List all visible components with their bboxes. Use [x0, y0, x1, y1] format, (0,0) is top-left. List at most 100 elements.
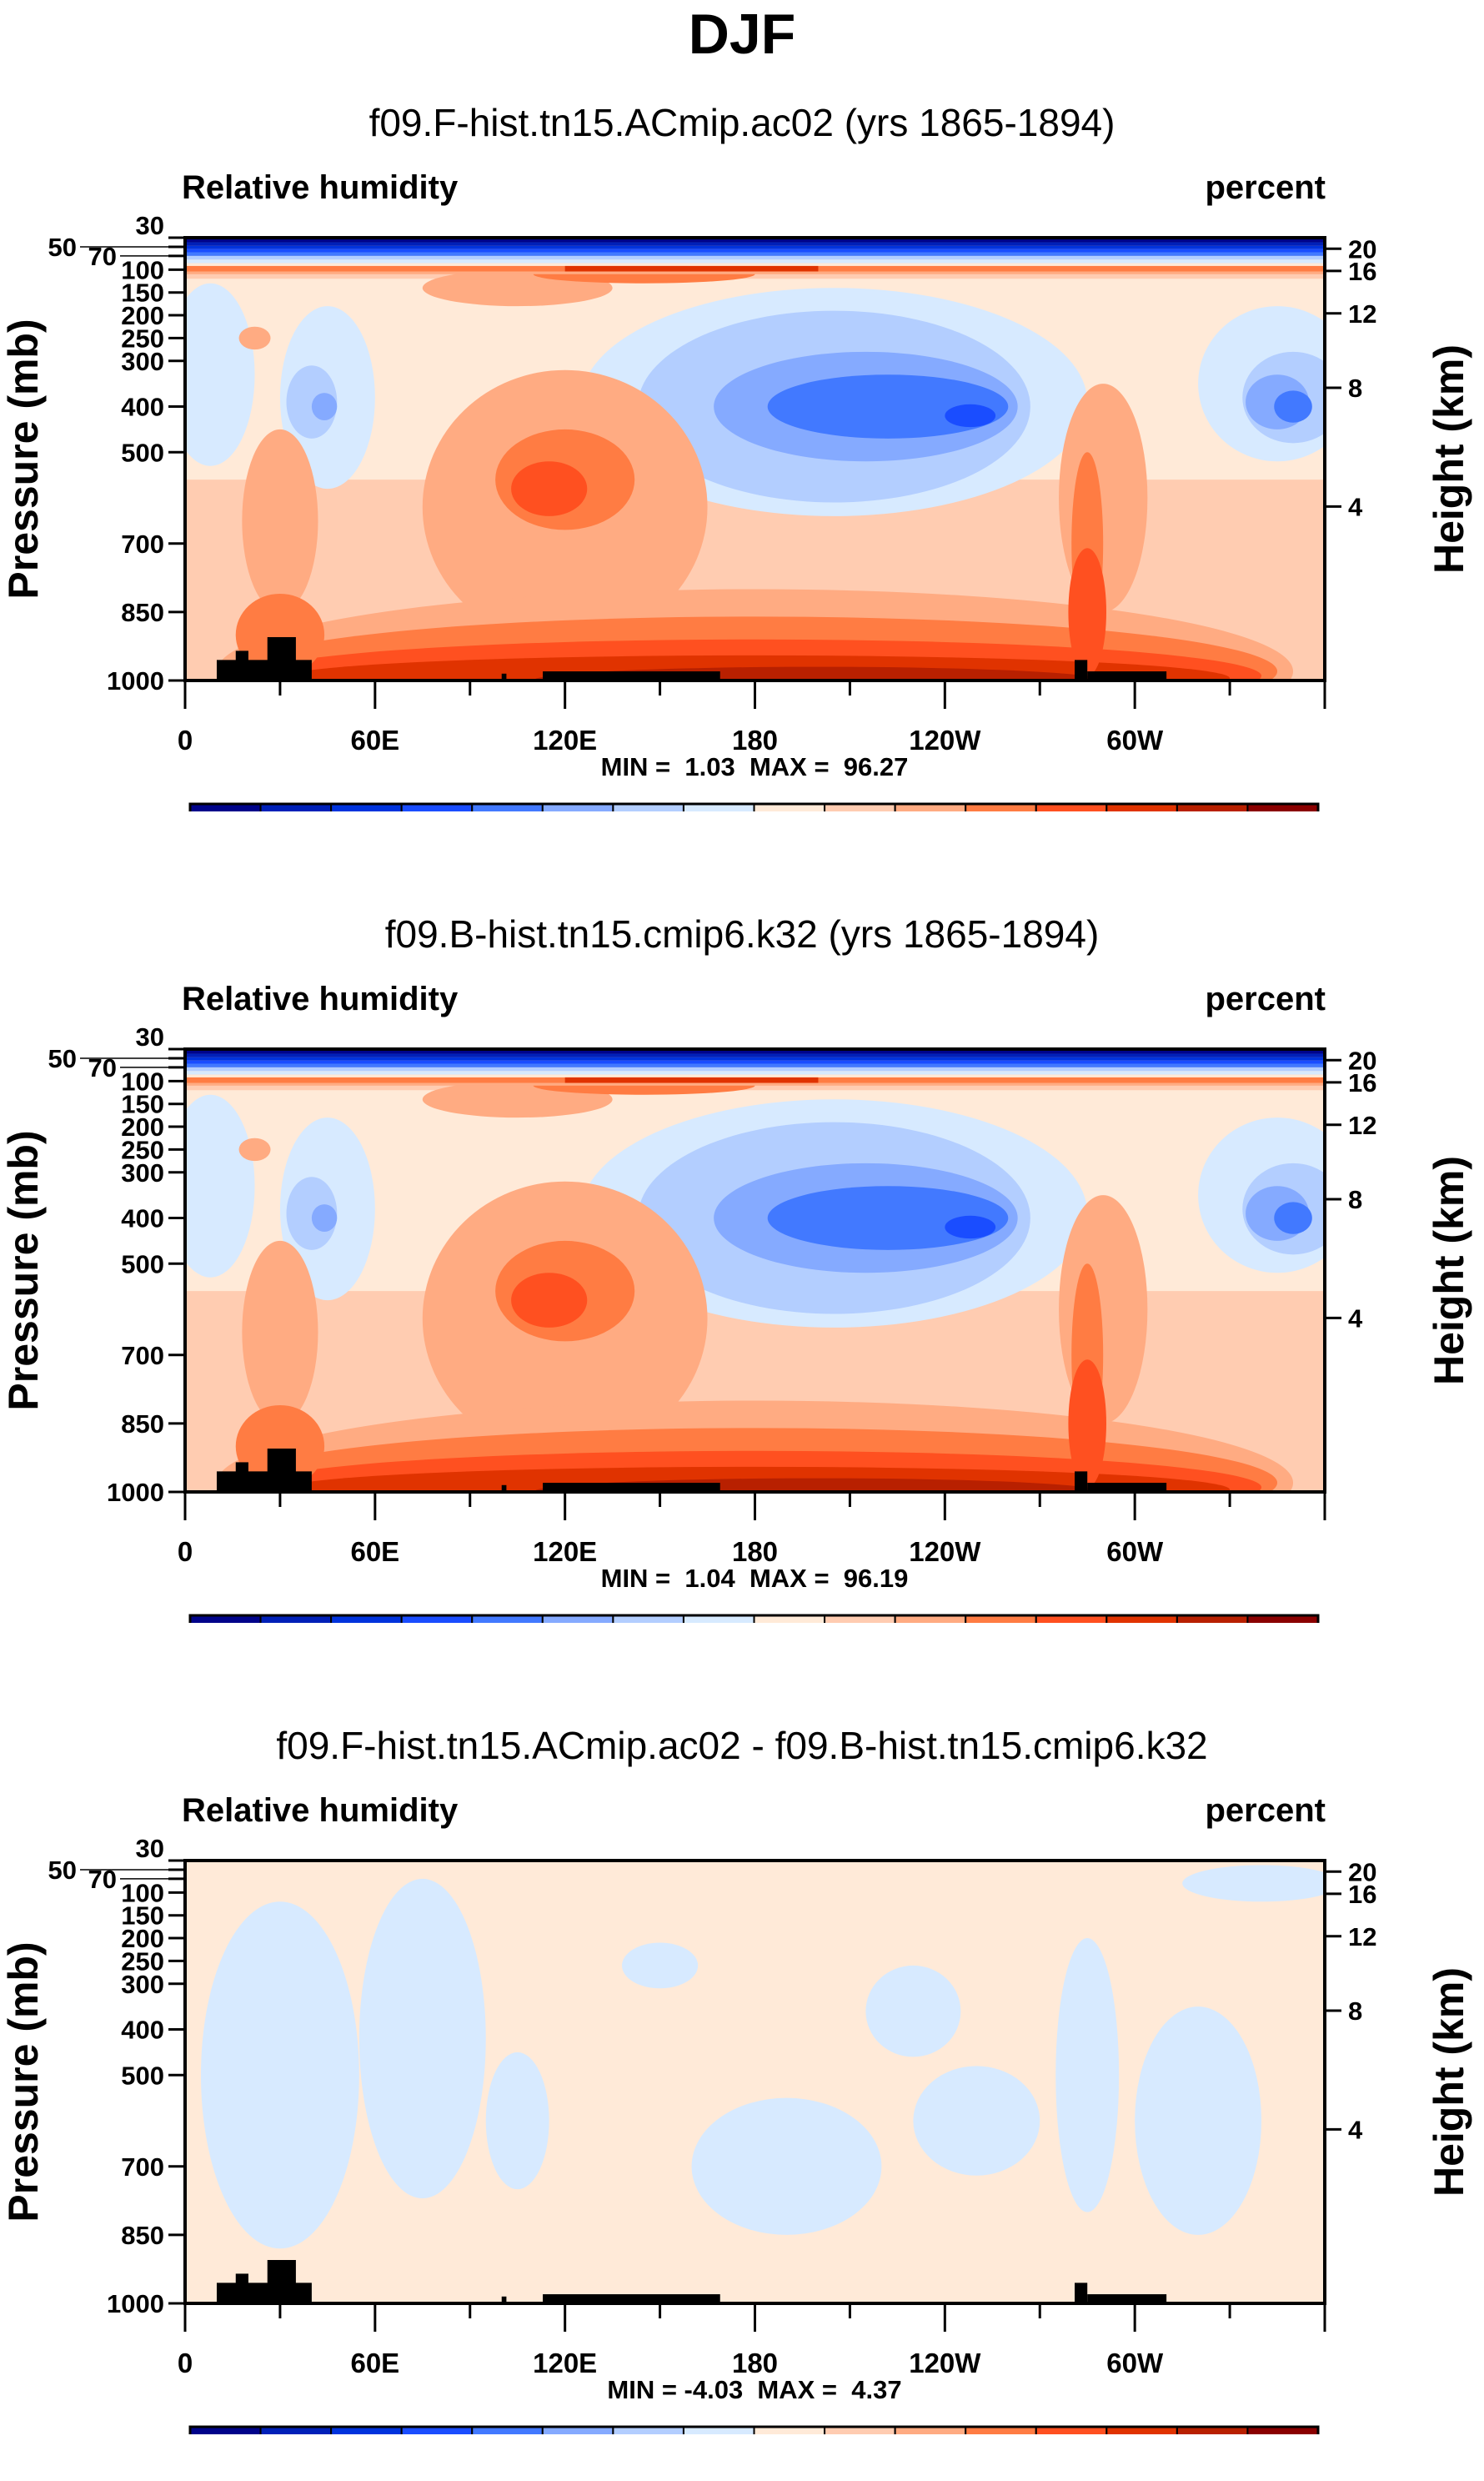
contour-region [1055, 1938, 1120, 2212]
min-max-stats: MIN = 1.03 MAX = 96.27 [600, 752, 909, 781]
contour-region [622, 1942, 699, 1989]
topography-mask [235, 650, 248, 681]
y-tick-label: 150 [121, 1901, 164, 1931]
y-right-tick-label: 16 [1348, 1880, 1376, 1909]
contour-region [286, 1177, 338, 1250]
contour-region [945, 404, 996, 428]
colorbar-frame [188, 1614, 1320, 1623]
plot-panel-3: f09.F-hist.tn15.ACmip.ac02 - f09.B-hist.… [0, 1623, 1484, 2434]
contour-region [311, 1204, 338, 1232]
contour-region [286, 365, 338, 439]
topography-mask [235, 2273, 248, 2303]
y-tick-label: 30 [136, 1834, 164, 1863]
y-tick-label: 1000 [107, 1478, 164, 1507]
topography-mask [501, 673, 507, 681]
x-tick-label: 60E [350, 725, 399, 756]
y-right-tick-label: 4 [1348, 492, 1363, 521]
topography-mask [543, 671, 720, 681]
y-tick-label: 700 [121, 1341, 164, 1370]
y-tick-label: 100 [121, 1878, 164, 1907]
y-tick-label: 200 [121, 1112, 164, 1142]
x-tick-label: 0 [178, 2348, 193, 2378]
y-tick-label: 500 [121, 2061, 164, 2090]
contour-region [1068, 548, 1106, 676]
topography-mask [1087, 2294, 1167, 2303]
contour-field [185, 238, 1325, 681]
topography-mask [235, 1462, 248, 1492]
contour-region [767, 374, 1009, 439]
plot-title: f09.B-hist.tn15.cmip6.k32 (yrs 1865-1894… [384, 912, 1100, 956]
x-tick-label: 120E [533, 1536, 597, 1567]
topography-mask [216, 660, 312, 681]
y-tick-label: 300 [121, 1970, 164, 1999]
topography-mask [1075, 1471, 1088, 1492]
contour-field [185, 1861, 1325, 2303]
y-axis-title: Pressure (mb) [0, 1941, 47, 2222]
x-tick-label: 180 [732, 1536, 778, 1567]
contour-band [185, 1057, 1325, 1061]
y-right-tick-label: 16 [1348, 1068, 1376, 1097]
contour-region [1182, 1865, 1325, 1902]
contour-band [185, 263, 1325, 266]
contour-band [185, 1071, 1325, 1075]
contour-region [311, 393, 338, 420]
main-title: DJF [688, 3, 796, 66]
colorbar [188, 1614, 1320, 1623]
contour-region [913, 2066, 1040, 2176]
y-tick-label: 150 [121, 279, 164, 308]
y-tick-label: 30 [136, 1022, 164, 1052]
x-tick-label: 120W [909, 725, 981, 756]
contour-region [1068, 1359, 1106, 1488]
contour-band [185, 1063, 1325, 1067]
y-tick-label: 100 [121, 1067, 164, 1096]
x-tick-label: 60W [1106, 2348, 1164, 2378]
topography-mask [267, 1448, 296, 1492]
y-tick-label: 70 [88, 242, 117, 271]
contour-region [691, 2097, 882, 2235]
y-tick-label: 250 [121, 1946, 164, 1976]
y-tick-label: 500 [121, 1249, 164, 1278]
variable-label: Relative humidity [182, 981, 459, 1017]
x-tick-label: 60W [1106, 725, 1164, 756]
contour-band [185, 238, 1325, 243]
y-tick-label: 500 [121, 438, 164, 467]
contour-band [185, 1067, 1325, 1072]
y-right-tick-label: 4 [1348, 1303, 1363, 1333]
x-tick-label: 60E [350, 1536, 399, 1567]
y-tick-label: 1000 [107, 2289, 164, 2318]
min-max-stats: MIN = 1.04 MAX = 96.19 [600, 1564, 909, 1593]
contour-region [767, 1186, 1009, 1250]
contour-band [185, 249, 1325, 253]
contour-region [1274, 390, 1312, 423]
contour-band [185, 245, 1325, 249]
plot-title: f09.F-hist.tn15.ACmip.ac02 - f09.B-hist.… [276, 1724, 1208, 1767]
x-tick-label: 120W [909, 2348, 981, 2378]
y-right-tick-label: 8 [1348, 1996, 1362, 2026]
y-tick-label: 30 [136, 211, 164, 240]
topography-mask [543, 2294, 720, 2303]
colorbar [188, 802, 1320, 811]
y-tick-label: 700 [121, 530, 164, 559]
contour-region [242, 429, 318, 612]
topography-mask [501, 2296, 507, 2303]
contour-band [185, 242, 1325, 246]
x-tick-label: 0 [178, 1536, 193, 1567]
y-tick-label: 70 [88, 1053, 117, 1082]
x-tick-label: 60E [350, 2348, 399, 2378]
contour-region [945, 1215, 996, 1239]
y-tick-label: 400 [121, 393, 164, 422]
contour-region [235, 1404, 325, 1488]
contour-band [185, 271, 1325, 274]
y-tick-label: 250 [121, 324, 164, 353]
y-right-tick-label: 20 [1348, 1857, 1376, 1886]
y-tick-label: 1000 [107, 666, 164, 696]
y-axis-title: Pressure (mb) [0, 319, 47, 599]
contour-band [185, 252, 1325, 256]
contour-region [200, 1901, 359, 2249]
topography-mask [267, 2259, 296, 2303]
contour-region [238, 1138, 271, 1162]
y-tick-label: 300 [121, 347, 164, 376]
y-tick-label: 300 [121, 1158, 164, 1188]
contour-band [185, 1049, 1325, 1054]
y-tick-label: 700 [121, 2152, 164, 2182]
